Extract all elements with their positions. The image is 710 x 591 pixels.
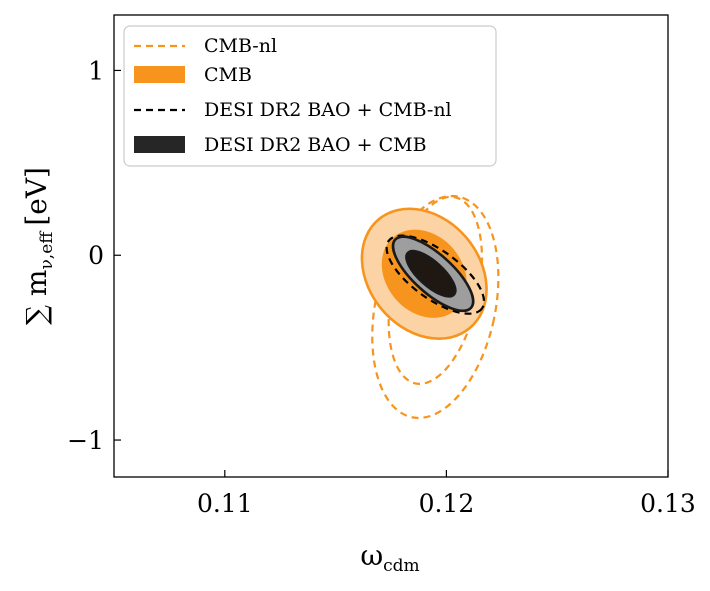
x-tick-label: 0.13 [640, 489, 696, 518]
y-tick-label: −1 [67, 426, 104, 455]
contour-layer [360, 194, 500, 420]
tick-layer: 0.11 0.12 0.13 1 0 −1 [67, 56, 696, 518]
y-tick-label: 1 [88, 56, 104, 85]
y-axis-label: ∑ mν,eff[eV] [20, 167, 57, 325]
legend-swatch-cmb [134, 66, 185, 83]
legend: CMB-nl CMB DESI DR2 BAO + CMB-nl DESI DR… [123, 25, 497, 167]
x-tick-label: 0.11 [197, 489, 253, 518]
legend-swatch-desi-cmb [134, 136, 185, 153]
y-tick-label: 0 [88, 241, 104, 270]
legend-label-cmb: CMB [204, 64, 252, 86]
legend-label-desi-cmb-nl: DESI DR2 BAO + CMB-nl [204, 99, 452, 121]
contour-desi-dr2-bao-cmb-nl-95 [385, 234, 486, 315]
legend-box [123, 25, 497, 167]
x-axis-label: ωcdm [360, 539, 419, 576]
legend-label-desi-cmb: DESI DR2 BAO + CMB [204, 134, 427, 156]
contour-desi-dr2-bao-cmb-68 [405, 249, 457, 298]
plot-frame [113, 14, 669, 478]
x-tick-label: 0.12 [419, 489, 475, 518]
legend-label-cmb-nl: CMB-nl [204, 35, 277, 57]
